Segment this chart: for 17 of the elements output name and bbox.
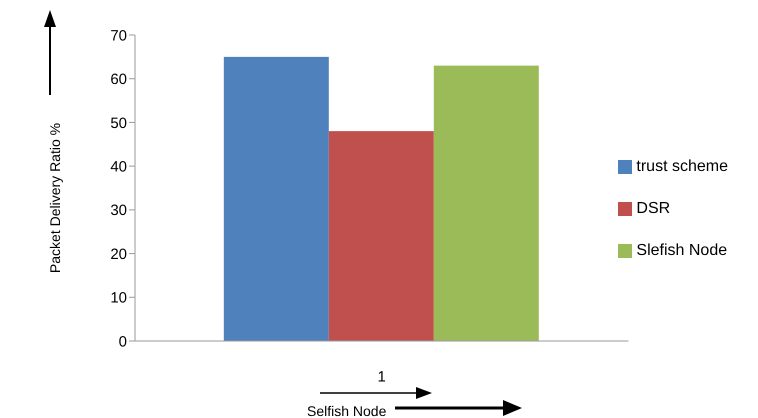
y-tick-label: 50 [110,114,127,132]
y-tick-label: 60 [110,71,127,88]
x-axis-title: Selfish Node [307,403,387,418]
legend-label: trust scheme [636,158,728,175]
y-tick-label: 40 [110,158,127,176]
legend-label: DSR [636,200,670,217]
y-tick-label: 0 [118,333,127,350]
y-tick-label: 20 [110,246,127,263]
bar [434,66,539,341]
bar [328,131,434,341]
y-tick-label: 70 [110,27,127,44]
legend-label: Slefish Node [636,242,728,259]
y-axis-title: Packet Delivery Ratio % [46,122,63,274]
y-tick-label: 10 [110,290,127,307]
bar [224,56,329,341]
y-tick-label: 30 [110,202,127,220]
x-tick-label: 1 [378,368,386,386]
